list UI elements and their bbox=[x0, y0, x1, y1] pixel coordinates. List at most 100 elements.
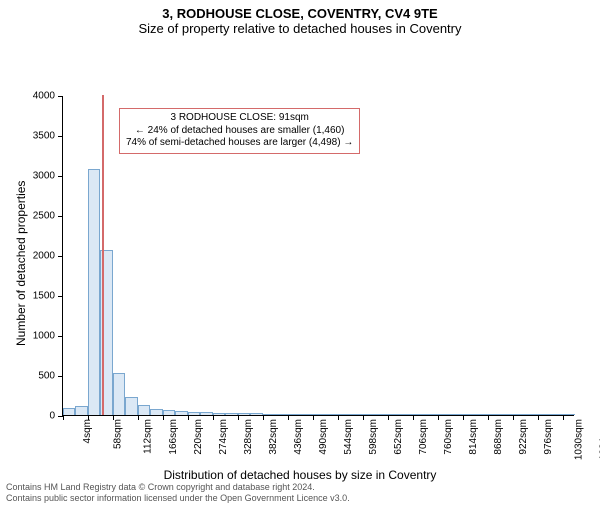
x-tick-label: 220sqm bbox=[193, 419, 204, 455]
histogram-bar bbox=[375, 414, 387, 415]
histogram-bar bbox=[338, 414, 350, 415]
histogram-bar bbox=[513, 414, 525, 415]
histogram-bar bbox=[388, 414, 400, 415]
x-tick bbox=[463, 415, 464, 420]
histogram-bar bbox=[225, 413, 237, 415]
x-tick bbox=[163, 415, 164, 420]
x-tick bbox=[63, 415, 64, 420]
histogram-bar bbox=[475, 414, 487, 415]
y-tick-label: 2000 bbox=[33, 251, 63, 262]
histogram-bar bbox=[125, 397, 137, 415]
x-tick-label: 166sqm bbox=[168, 419, 179, 455]
y-tick-label: 3000 bbox=[33, 171, 63, 182]
histogram-bar bbox=[288, 414, 300, 415]
x-tick-label: 760sqm bbox=[443, 419, 454, 455]
x-tick bbox=[213, 415, 214, 420]
attribution-line: Contains public sector information licen… bbox=[6, 493, 594, 504]
page-subtitle: Size of property relative to detached ho… bbox=[0, 21, 600, 36]
histogram-bar bbox=[263, 414, 275, 415]
x-tick bbox=[188, 415, 189, 420]
x-tick bbox=[238, 415, 239, 420]
histogram-bar bbox=[313, 414, 325, 415]
x-tick-label: 274sqm bbox=[218, 419, 229, 455]
histogram-bar bbox=[413, 414, 425, 415]
histogram-bar bbox=[538, 414, 550, 415]
histogram-bar bbox=[438, 414, 450, 415]
histogram-bar bbox=[425, 414, 437, 415]
y-tick-label: 500 bbox=[38, 371, 63, 382]
x-tick-label: 58sqm bbox=[112, 419, 123, 449]
x-tick-label: 922sqm bbox=[518, 419, 529, 455]
histogram-bar bbox=[213, 413, 225, 415]
histogram-bar bbox=[563, 414, 575, 415]
x-tick bbox=[263, 415, 264, 420]
y-tick-label: 2500 bbox=[33, 211, 63, 222]
histogram-bar bbox=[238, 413, 250, 415]
x-tick bbox=[113, 415, 114, 420]
x-tick-label: 814sqm bbox=[468, 419, 479, 455]
x-tick bbox=[88, 415, 89, 420]
y-tick-label: 1000 bbox=[33, 331, 63, 342]
histogram-bar bbox=[200, 412, 212, 415]
annotation-line: ← 24% of detached houses are smaller (1,… bbox=[126, 125, 353, 138]
histogram-bar bbox=[150, 409, 162, 415]
histogram-bar bbox=[325, 414, 337, 415]
histogram-bar bbox=[113, 373, 125, 415]
y-tick-label: 1500 bbox=[33, 291, 63, 302]
x-tick-label: 598sqm bbox=[368, 419, 379, 455]
x-tick bbox=[438, 415, 439, 420]
x-tick-label: 436sqm bbox=[293, 419, 304, 455]
x-tick-label: 544sqm bbox=[343, 419, 354, 455]
x-tick bbox=[538, 415, 539, 420]
x-tick-label: 976sqm bbox=[543, 419, 554, 455]
x-tick bbox=[288, 415, 289, 420]
x-tick-label: 4sqm bbox=[82, 419, 93, 443]
y-tick-label: 3500 bbox=[33, 131, 63, 142]
page-title: 3, RODHOUSE CLOSE, COVENTRY, CV4 9TE bbox=[0, 6, 600, 21]
attribution-line: Contains HM Land Registry data © Crown c… bbox=[6, 482, 594, 493]
x-tick-label: 382sqm bbox=[268, 419, 279, 455]
x-tick-label: 1030sqm bbox=[573, 419, 584, 460]
x-tick-label: 490sqm bbox=[318, 419, 329, 455]
x-tick bbox=[388, 415, 389, 420]
histogram-bar bbox=[175, 411, 187, 415]
x-tick bbox=[313, 415, 314, 420]
y-axis-label: Number of detached properties bbox=[14, 181, 28, 346]
histogram-bar bbox=[300, 414, 312, 415]
histogram-bar bbox=[500, 414, 512, 415]
x-tick-label: 868sqm bbox=[493, 419, 504, 455]
attribution: Contains HM Land Registry data © Crown c… bbox=[6, 482, 594, 504]
x-axis-label: Distribution of detached houses by size … bbox=[0, 468, 600, 482]
x-tick bbox=[488, 415, 489, 420]
histogram-bar bbox=[400, 414, 412, 415]
histogram-bar bbox=[250, 413, 262, 415]
histogram-bar bbox=[550, 414, 562, 415]
annotation-line: 3 RODHOUSE CLOSE: 91sqm bbox=[126, 112, 353, 125]
histogram-bar bbox=[450, 414, 462, 415]
x-tick-label: 328sqm bbox=[243, 419, 254, 455]
histogram-bar bbox=[75, 406, 87, 415]
histogram-bar bbox=[63, 408, 75, 415]
x-tick-label: 112sqm bbox=[142, 419, 153, 454]
x-tick bbox=[138, 415, 139, 420]
histogram-bar bbox=[138, 405, 150, 415]
marker-line bbox=[102, 95, 104, 415]
plot-area: 3 RODHOUSE CLOSE: 91sqm ← 24% of detache… bbox=[62, 96, 574, 416]
histogram-bar bbox=[488, 414, 500, 415]
histogram-bar bbox=[463, 414, 475, 415]
x-tick bbox=[563, 415, 564, 420]
histogram-bar bbox=[525, 414, 537, 415]
chart-container: Number of detached properties 3 RODHOUSE… bbox=[0, 38, 600, 468]
annotation-line: 74% of semi-detached houses are larger (… bbox=[126, 137, 353, 150]
x-tick bbox=[413, 415, 414, 420]
histogram-bar bbox=[363, 414, 375, 415]
histogram-bar bbox=[350, 414, 362, 415]
x-tick bbox=[363, 415, 364, 420]
histogram-bar bbox=[163, 410, 175, 415]
y-tick-label: 4000 bbox=[33, 91, 63, 102]
annotation-box: 3 RODHOUSE CLOSE: 91sqm ← 24% of detache… bbox=[119, 108, 360, 154]
histogram-bar bbox=[188, 412, 200, 415]
histogram-bar bbox=[275, 414, 287, 415]
x-tick bbox=[338, 415, 339, 420]
y-tick-label: 0 bbox=[49, 411, 63, 422]
